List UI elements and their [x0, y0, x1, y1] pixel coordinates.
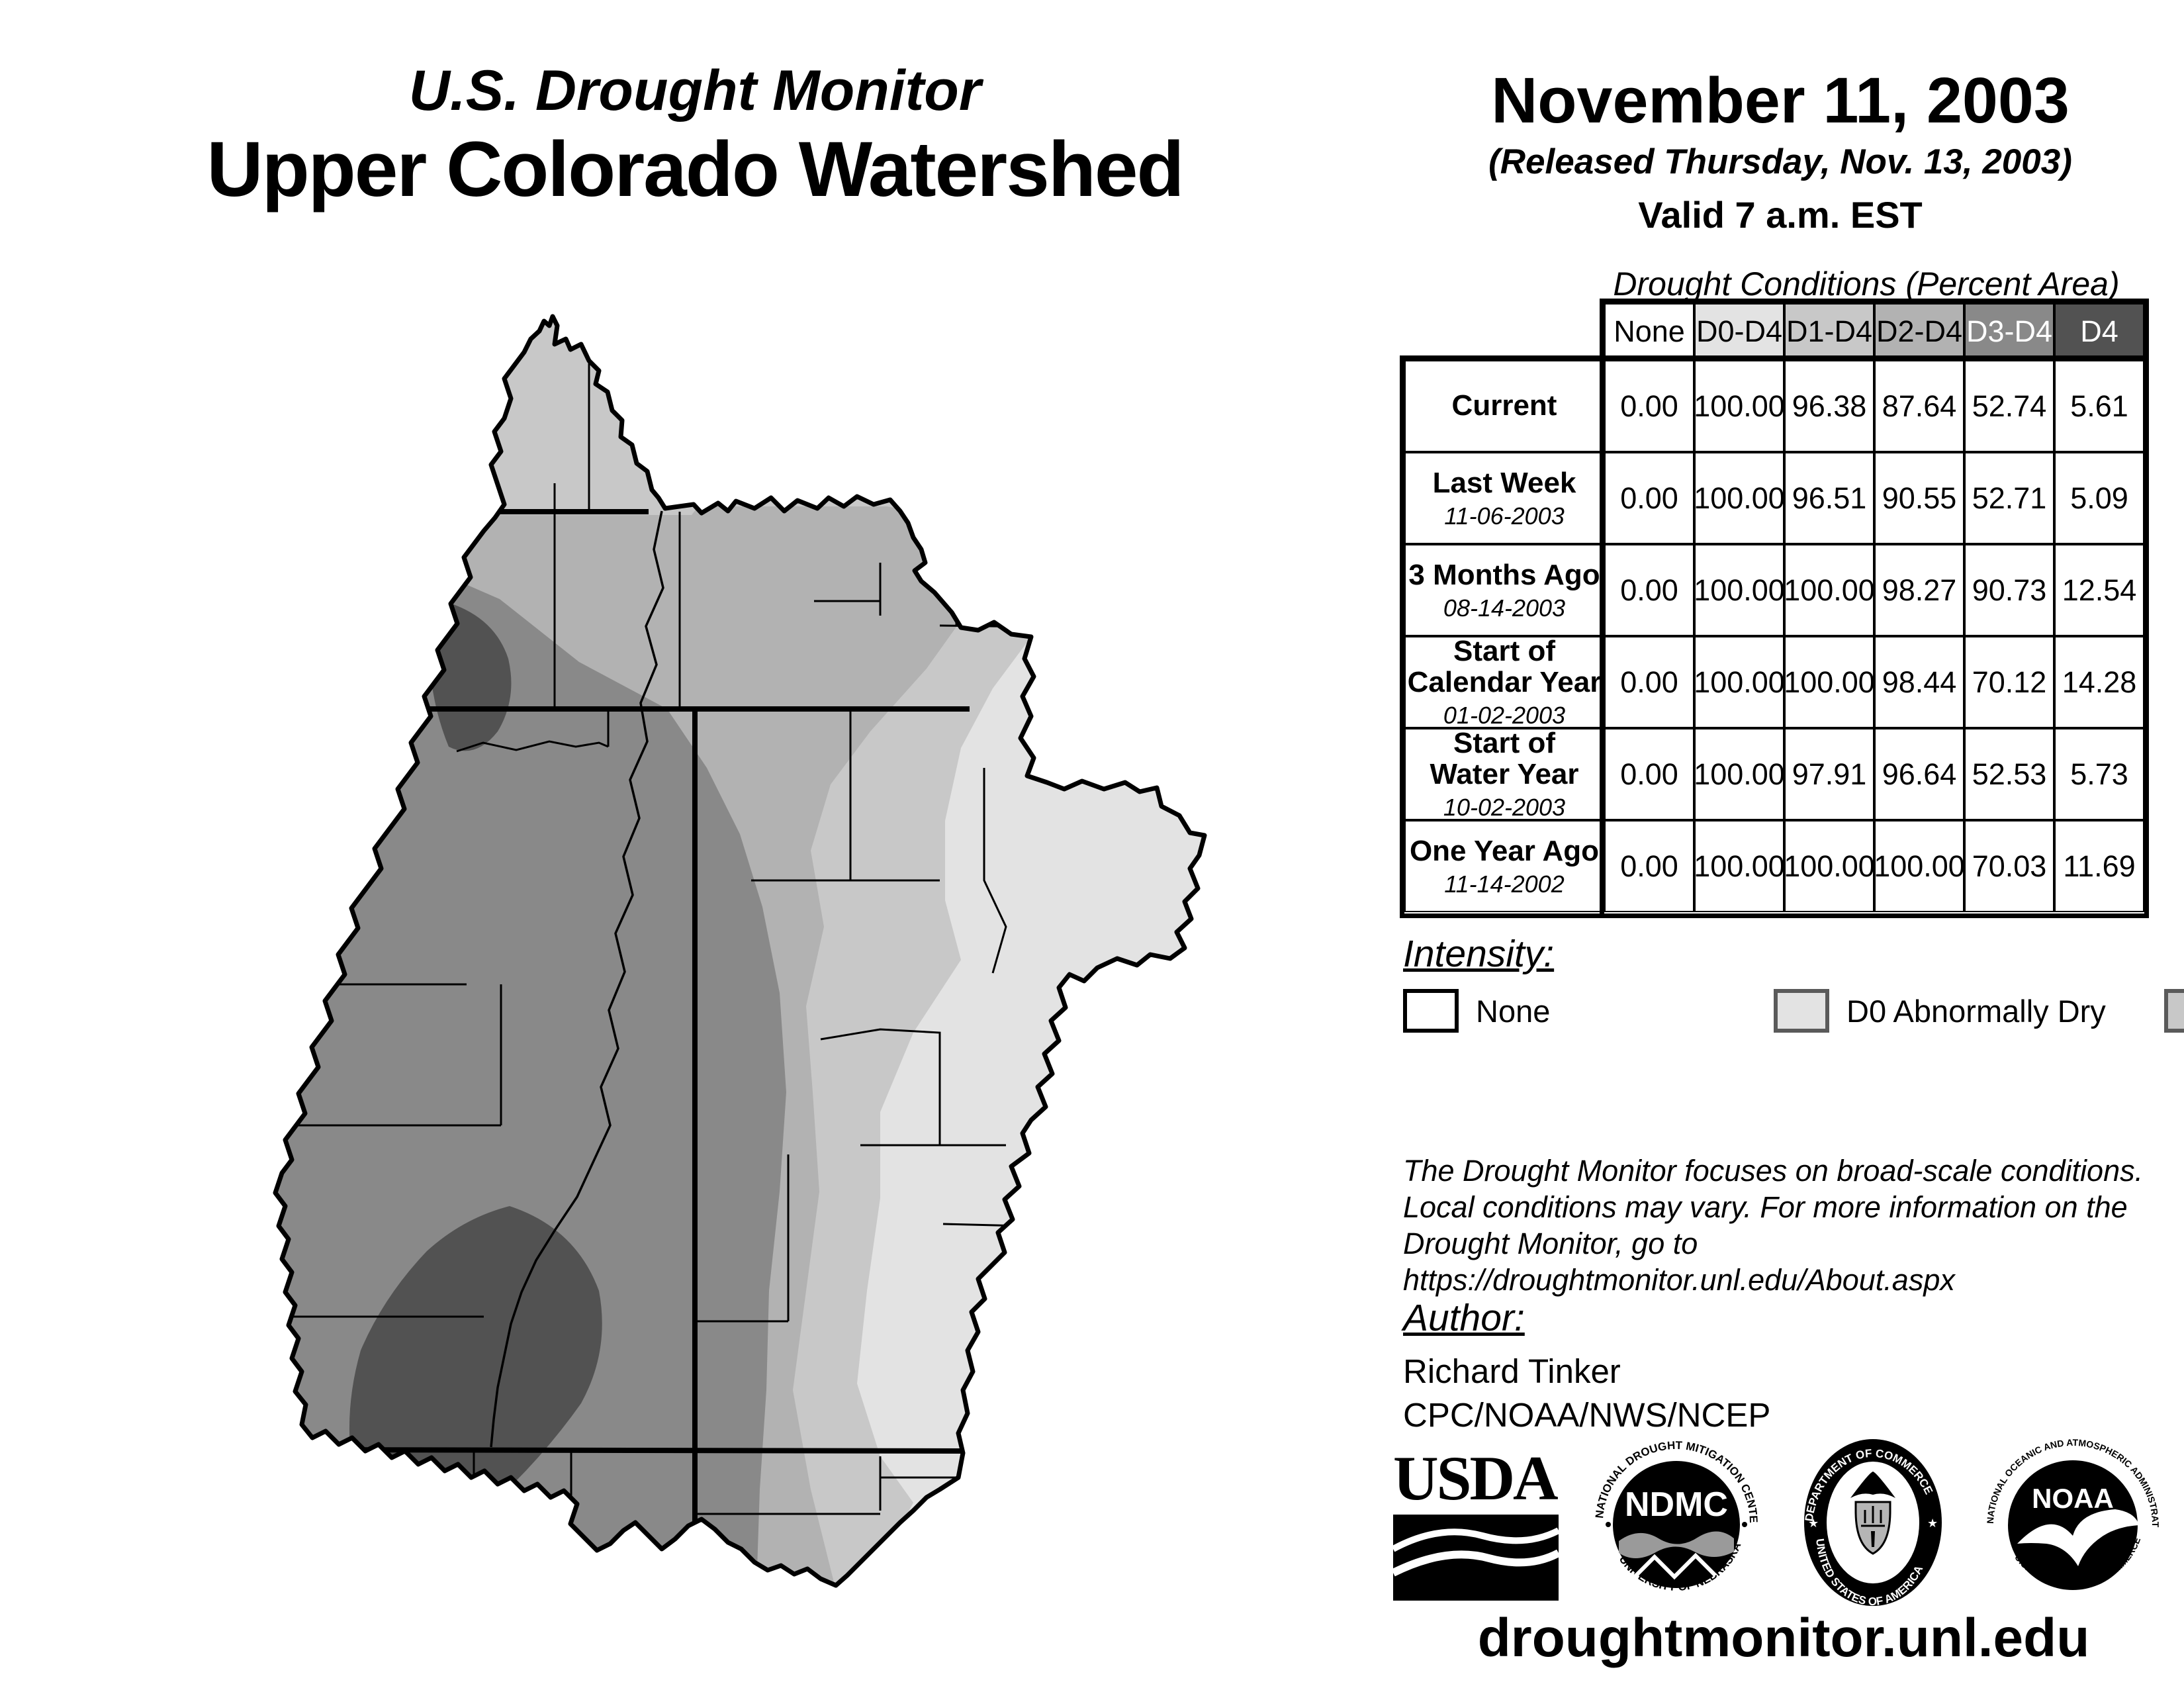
- river-line: [490, 510, 664, 1448]
- table-value: 100.00: [1694, 728, 1785, 820]
- table-value: 0.00: [1604, 544, 1694, 636]
- usda-wordmark: USDA: [1393, 1442, 1559, 1513]
- table-value: 12.54: [2054, 544, 2144, 636]
- table-title: Drought Conditions (Percent Area): [1613, 265, 2120, 303]
- author-title: Author:: [1403, 1297, 1525, 1339]
- table-value: 98.44: [1874, 636, 1964, 728]
- table-value: 97.91: [1784, 728, 1874, 820]
- table-value: 0.00: [1604, 820, 1694, 912]
- table-value: 5.61: [2054, 360, 2144, 452]
- col-header-d0-d4: D0-D4: [1694, 303, 1784, 360]
- ndmc-wordmark: NDMC: [1625, 1485, 1728, 1524]
- report-title: U.S. Drought Monitor: [408, 59, 981, 122]
- table-value: 96.64: [1874, 728, 1964, 820]
- table-value: 90.73: [1964, 544, 2054, 636]
- disclaimer-line: Drought Monitor, go to https://droughtmo…: [1403, 1226, 1955, 1297]
- row-header-3-months-ago: 3 Months Ago 08-14-2003: [1404, 544, 1604, 636]
- table-value: 52.74: [1964, 360, 2054, 452]
- col-header-d1-d4: D1-D4: [1784, 303, 1874, 360]
- author-name: Richard Tinker: [1403, 1352, 1621, 1390]
- table-value: 100.00: [1784, 636, 1875, 728]
- table-value: 96.51: [1784, 452, 1874, 544]
- ndmc-mountains: [1632, 1552, 1717, 1579]
- table-value: 70.12: [1964, 636, 2054, 728]
- table-value: 100.00: [1784, 820, 1875, 912]
- table-value: 96.38: [1784, 360, 1874, 452]
- table-value: 0.00: [1604, 636, 1694, 728]
- usda-field-icon: [1391, 1514, 1561, 1601]
- table-value: 5.09: [2054, 452, 2144, 544]
- intensity-legend: None D0 Abnormally Dry D1 Moderate Droug…: [1403, 984, 2184, 1038]
- col-header-d3-d4: D3-D4: [1964, 303, 2054, 360]
- map-region-d4-exceptional-blob: [349, 1206, 602, 1517]
- table-value: 11.69: [2054, 820, 2144, 912]
- ndmc-logo: NATIONAL DROUGHT MITIGATION CENTER UNIVE…: [1594, 1435, 1759, 1593]
- agency-logos: USDA NATIONAL DROUGHT MITIGATION CENTER …: [1391, 1430, 2161, 1615]
- table-corner: [1404, 303, 1604, 360]
- table-value: 100.00: [1874, 820, 1965, 912]
- author-org: CPC/NOAA/NWS/NCEP: [1403, 1396, 1771, 1434]
- map-date: November 11, 2003: [1491, 64, 2070, 136]
- table-value: 5.73: [2054, 728, 2144, 820]
- valid-time: Valid 7 a.m. EST: [1638, 194, 1923, 236]
- disclaimer-line: The Drought Monitor focuses on broad-sca…: [1403, 1154, 2144, 1188]
- page-title: Upper Colorado Watershed: [206, 126, 1184, 213]
- noaa-gull-icon: [2017, 1509, 2139, 1566]
- legend-item-d1: D1 Moderate Drought: [2164, 984, 2184, 1038]
- table-value: 98.27: [1874, 544, 1964, 636]
- row-header-current: Current: [1404, 360, 1604, 452]
- table-value: 52.53: [1964, 728, 2054, 820]
- watershed-map: [261, 285, 1228, 1615]
- seal-shield: [1854, 1501, 1891, 1555]
- d1-swatch: [2164, 989, 2184, 1033]
- noaa-logo: NATIONAL OCEANIC AND ATMOSPHERIC ADMINIS…: [1985, 1435, 2161, 1590]
- table-value: 0.00: [1604, 452, 1694, 544]
- col-header-d2-d4: D2-D4: [1874, 303, 1964, 360]
- seal-star-right: ★: [1927, 1517, 1938, 1530]
- table-value: 87.64: [1874, 360, 1964, 452]
- col-header-none: None: [1604, 303, 1694, 360]
- table-value: 14.28: [2054, 636, 2144, 728]
- table-value: 100.00: [1694, 452, 1785, 544]
- d0-swatch: [1774, 989, 1829, 1033]
- seal-star-left: ★: [1808, 1517, 1819, 1530]
- row-header-one-year-ago: One Year Ago 11-14-2002: [1404, 820, 1604, 912]
- table-value: 100.00: [1694, 544, 1785, 636]
- table-value: 0.00: [1604, 360, 1694, 452]
- table-value: 100.00: [1694, 636, 1785, 728]
- legend-item-d0: D0 Abnormally Dry: [1774, 984, 2164, 1038]
- ndmc-wave: [1619, 1530, 1735, 1558]
- usda-logo: USDA: [1391, 1442, 1561, 1604]
- legend-title: Intensity:: [1403, 933, 1555, 975]
- legend-item-none: None: [1403, 984, 1774, 1038]
- col-header-d4: D4: [2054, 303, 2144, 360]
- table-value: 100.00: [1784, 544, 1875, 636]
- noaa-wordmark: NOAA: [2032, 1483, 2114, 1514]
- table-value: 0.00: [1604, 728, 1694, 820]
- table-value: 70.03: [1964, 820, 2054, 912]
- disclaimer-line: Local conditions may vary. For more info…: [1403, 1190, 2128, 1224]
- disclaimer: The Drought Monitor focuses on broad-sca…: [1403, 1153, 2171, 1299]
- seal-eagle: [1850, 1472, 1895, 1498]
- table-value: 52.71: [1964, 452, 2054, 544]
- release-date: (Released Thursday, Nov. 13, 2003): [1488, 142, 2072, 181]
- drought-conditions-table: None D0-D4 D1-D4 D2-D4 D3-D4 D4 Current …: [1400, 299, 2149, 918]
- state-boundaries: [284, 509, 970, 1523]
- row-header-start-water-year: Start of Water Year 10-02-2003: [1404, 728, 1604, 820]
- row-header-start-calendar-year: Start of Calendar Year 01-02-2003: [1404, 636, 1604, 728]
- commerce-seal: DEPARTMENT OF COMMERCE UNITED STATES OF …: [1802, 1439, 1942, 1608]
- footer-url: droughtmonitor.unl.edu: [1477, 1608, 2090, 1668]
- row-header-last-week: Last Week 11-06-2003: [1404, 452, 1604, 544]
- none-swatch: [1403, 989, 1459, 1033]
- table-value: 100.00: [1694, 820, 1785, 912]
- table-value: 90.55: [1874, 452, 1964, 544]
- table-value: 100.00: [1694, 360, 1785, 452]
